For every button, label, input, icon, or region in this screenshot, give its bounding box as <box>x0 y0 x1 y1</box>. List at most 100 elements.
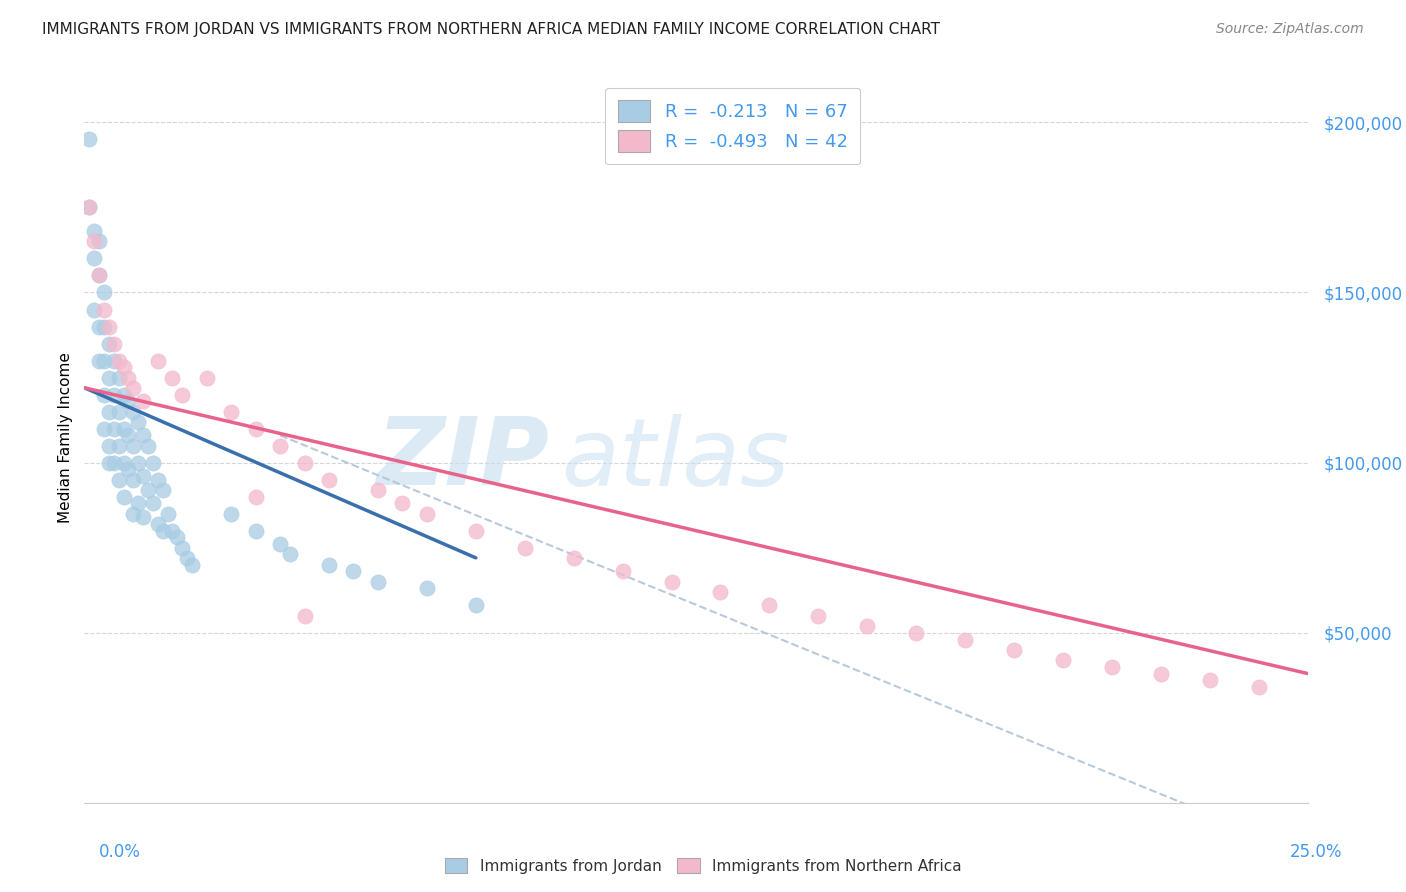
Point <box>513 541 536 555</box>
Text: IMMIGRANTS FROM JORDAN VS IMMIGRANTS FROM NORTHERN AFRICA MEDIAN FAMILY INCOME C: IMMIGRANTS FROM JORDAN VS IMMIGRANTS FRO… <box>42 22 941 37</box>
Point <box>146 516 169 531</box>
Text: 25.0%: 25.0% <box>1291 843 1343 861</box>
Point <box>758 599 780 613</box>
Point <box>132 510 155 524</box>
Point <box>107 353 129 368</box>
Point <box>156 507 179 521</box>
Point <box>1052 653 1074 667</box>
Point <box>342 565 364 579</box>
Point <box>661 574 683 589</box>
Point <box>93 353 115 368</box>
Point <box>709 585 731 599</box>
Point <box>269 439 291 453</box>
Point <box>166 531 188 545</box>
Point <box>464 524 486 538</box>
Point <box>162 370 184 384</box>
Point <box>172 541 194 555</box>
Point <box>122 404 145 418</box>
Point <box>136 439 159 453</box>
Point <box>103 336 125 351</box>
Point <box>97 404 120 418</box>
Point <box>195 370 218 384</box>
Point <box>97 439 120 453</box>
Point <box>269 537 291 551</box>
Point <box>219 507 242 521</box>
Point <box>122 473 145 487</box>
Point <box>87 353 110 368</box>
Point <box>107 439 129 453</box>
Point <box>127 415 149 429</box>
Point <box>127 456 149 470</box>
Point <box>856 619 879 633</box>
Point <box>93 302 115 317</box>
Point <box>97 319 120 334</box>
Point <box>172 387 194 401</box>
Point <box>83 252 105 266</box>
Point <box>391 496 413 510</box>
Point <box>103 421 125 435</box>
Point <box>294 456 316 470</box>
Point <box>612 565 634 579</box>
Legend: R =  -0.213   N = 67, R =  -0.493   N = 42: R = -0.213 N = 67, R = -0.493 N = 42 <box>605 87 860 164</box>
Point <box>112 490 135 504</box>
Point <box>107 404 129 418</box>
Point <box>77 132 100 146</box>
Point <box>132 428 155 442</box>
Point <box>807 608 830 623</box>
Text: Source: ZipAtlas.com: Source: ZipAtlas.com <box>1216 22 1364 37</box>
Point <box>245 490 267 504</box>
Point <box>112 421 135 435</box>
Y-axis label: Median Family Income: Median Family Income <box>58 351 73 523</box>
Point <box>122 507 145 521</box>
Point <box>136 483 159 497</box>
Point <box>93 421 115 435</box>
Point <box>318 558 340 572</box>
Point <box>93 319 115 334</box>
Point <box>117 462 139 476</box>
Point <box>112 456 135 470</box>
Point <box>122 439 145 453</box>
Point <box>152 524 174 538</box>
Point <box>83 224 105 238</box>
Point <box>905 625 928 640</box>
Point <box>87 268 110 283</box>
Point <box>152 483 174 497</box>
Point <box>107 370 129 384</box>
Point <box>127 496 149 510</box>
Point <box>367 574 389 589</box>
Point <box>117 394 139 409</box>
Point <box>1247 680 1270 694</box>
Point <box>562 550 585 565</box>
Point <box>245 421 267 435</box>
Point <box>1002 642 1025 657</box>
Point <box>103 353 125 368</box>
Point <box>97 456 120 470</box>
Point <box>97 336 120 351</box>
Point <box>93 285 115 300</box>
Point <box>87 319 110 334</box>
Point <box>83 302 105 317</box>
Point <box>103 387 125 401</box>
Legend: Immigrants from Jordan, Immigrants from Northern Africa: Immigrants from Jordan, Immigrants from … <box>439 852 967 880</box>
Point <box>107 473 129 487</box>
Point <box>278 548 301 562</box>
Point <box>142 456 165 470</box>
Point <box>87 268 110 283</box>
Point <box>367 483 389 497</box>
Point <box>117 428 139 442</box>
Point <box>1101 659 1123 673</box>
Point <box>93 387 115 401</box>
Point <box>132 394 155 409</box>
Point <box>77 201 100 215</box>
Point <box>97 370 120 384</box>
Point <box>112 387 135 401</box>
Point <box>87 235 110 249</box>
Point <box>77 201 100 215</box>
Point <box>146 353 169 368</box>
Point <box>146 473 169 487</box>
Point <box>103 456 125 470</box>
Point <box>294 608 316 623</box>
Point <box>122 381 145 395</box>
Text: 0.0%: 0.0% <box>98 843 141 861</box>
Point <box>181 558 204 572</box>
